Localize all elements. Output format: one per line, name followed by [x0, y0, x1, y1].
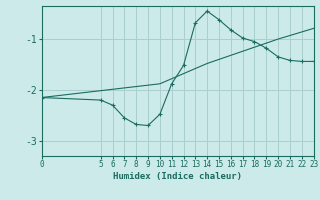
X-axis label: Humidex (Indice chaleur): Humidex (Indice chaleur): [113, 172, 242, 181]
